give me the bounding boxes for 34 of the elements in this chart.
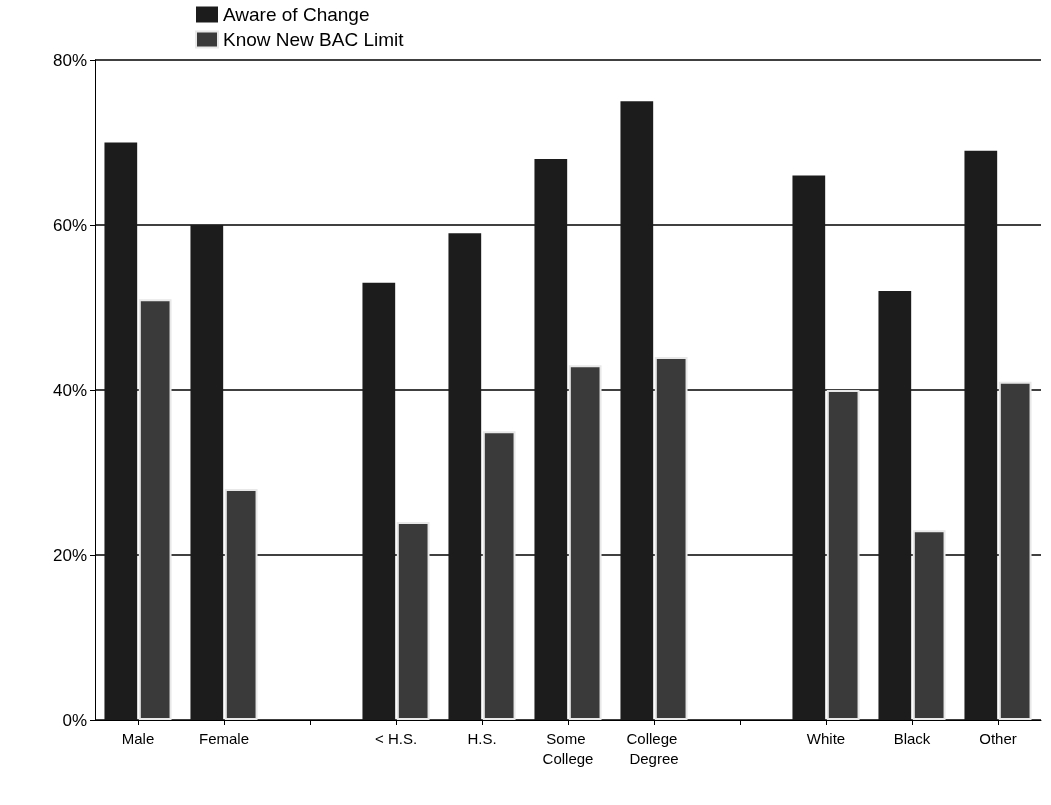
bar — [826, 390, 860, 720]
y-tick-label: 0% — [62, 710, 87, 730]
bar — [654, 357, 688, 720]
bar — [138, 299, 172, 720]
bar — [448, 233, 482, 720]
y-tick-label: 40% — [52, 380, 87, 400]
x-tick-label: Male — [121, 729, 155, 747]
bar — [224, 489, 258, 720]
bar — [998, 381, 1032, 720]
x-tick-label: H.S. — [467, 729, 497, 747]
bar — [362, 282, 396, 720]
y-tick-label: 60% — [52, 215, 87, 235]
bar — [396, 522, 430, 720]
x-tick-label: < H.S. — [374, 729, 418, 747]
x-tick-label: Female — [198, 729, 250, 747]
y-tick-label: 20% — [52, 545, 87, 565]
bar — [190, 225, 224, 720]
bar — [878, 291, 912, 720]
bar — [964, 150, 998, 720]
bar — [792, 175, 826, 720]
bar — [104, 142, 138, 720]
bar — [912, 530, 946, 720]
x-tick-label: White — [806, 729, 846, 747]
legend-label: Aware of Change — [223, 4, 370, 25]
bar — [620, 101, 654, 720]
bar — [482, 431, 516, 720]
x-tick-label: College Degree — [626, 729, 682, 767]
y-tick-label: 80% — [52, 50, 87, 70]
bar — [568, 365, 602, 720]
x-tick-label: Other — [979, 729, 1017, 747]
bar — [534, 159, 568, 720]
x-tick-label: Black — [893, 729, 931, 747]
legend-label: Know New BAC Limit — [223, 29, 405, 50]
x-tick-label: Some College — [542, 729, 594, 767]
